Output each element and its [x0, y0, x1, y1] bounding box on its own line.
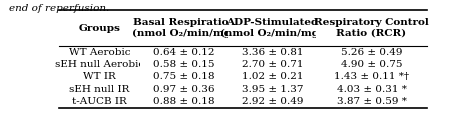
Text: end of reperfusion.: end of reperfusion.: [9, 4, 109, 13]
